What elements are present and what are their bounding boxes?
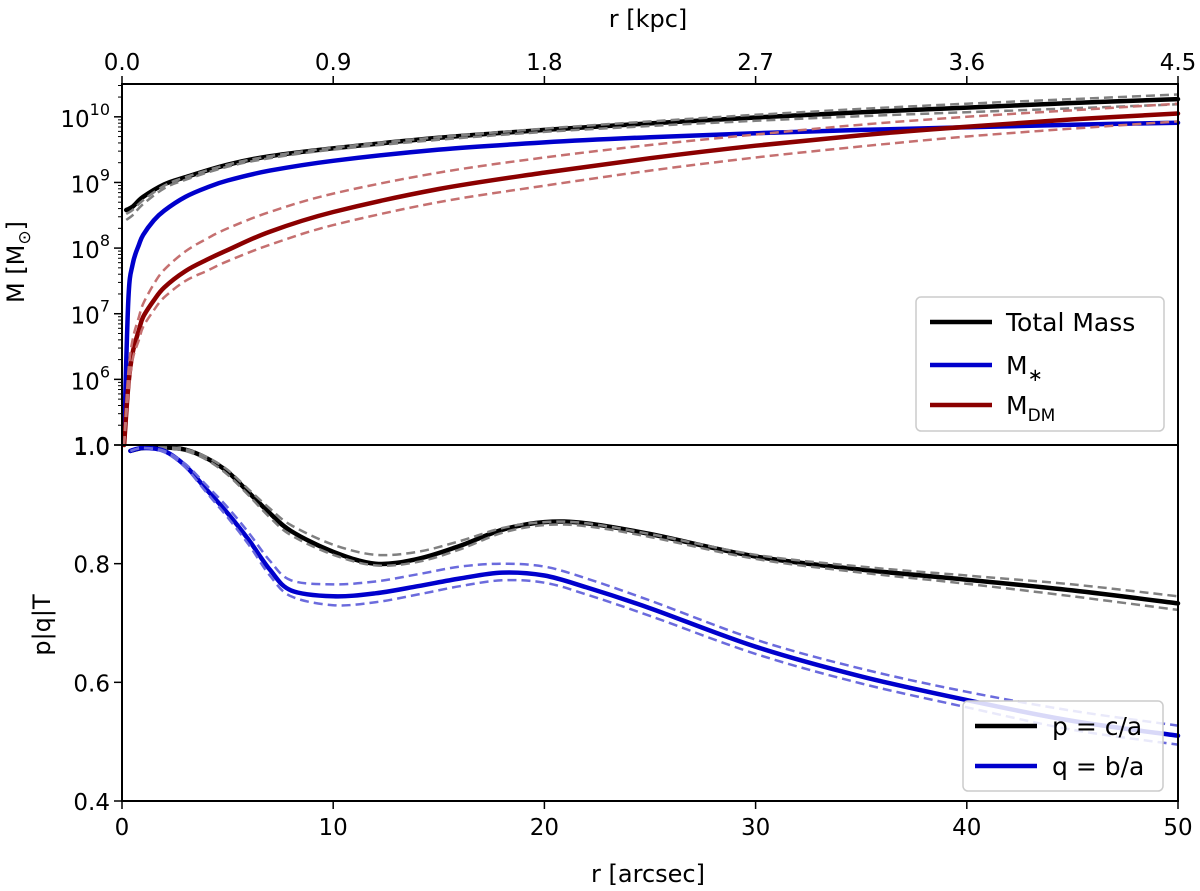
top-secondary-tick-label: 3.6 — [949, 50, 986, 76]
bottom-y-tick-label: 0.8 — [73, 553, 110, 579]
top-series-line — [121, 111, 1181, 448]
bottom-y-tick-label: 0.6 — [73, 671, 110, 697]
top-series-line — [122, 120, 1179, 446]
top-axis-label: r [kpc] — [609, 5, 688, 33]
legend-label-q: q = b/a — [1052, 752, 1144, 781]
bottom-y-tick-label: 1.0 — [73, 434, 110, 460]
bottom-panel-frame — [121, 444, 1179, 802]
legend-label-dm: MDM — [1006, 391, 1055, 426]
bottom-panel-ylabel: p|q|T — [28, 594, 56, 656]
bottom-series-line — [130, 446, 1179, 727]
mass-profile-panel: 0.0 0.9 1.8 2.7 3.6 4.5 1.0 106 107 108 109 1010 — [60, 50, 1196, 461]
axis-ratio-panel: 0.4 0.6 0.8 1.0 0 10 20 30 40 50 — [73, 434, 1192, 841]
bottom-x-tick-label: 10 — [319, 815, 348, 841]
top-series-line — [121, 120, 1181, 441]
shape-legend-box — [962, 700, 1164, 792]
top-panel-ylabel-end: ] — [2, 221, 30, 230]
bottom-series-line — [130, 446, 1179, 746]
top-y-tick-label: 109 — [71, 165, 110, 198]
top-secondary-tick-label: 2.7 — [737, 50, 774, 76]
top-secondary-tick-label: 1.8 — [526, 50, 563, 76]
bottom-series-line — [130, 446, 1179, 612]
top-y-tick-label: 108 — [71, 231, 110, 264]
bottom-x-tick-label: 30 — [741, 815, 770, 841]
bottom-series-line — [128, 445, 1181, 738]
bottom-x-tick-label: 40 — [952, 815, 981, 841]
legend-label-p: p = c/a — [1052, 712, 1142, 741]
top-y-tick-label: 107 — [71, 297, 110, 330]
top-secondary-tick-label: 4.5 — [1160, 50, 1197, 76]
top-panel-ylabel-sub: ⊙ — [15, 230, 35, 244]
bottom-axis-label: r [arcsec] — [591, 860, 705, 888]
top-panel-ylabel: M [M⊙] — [2, 221, 35, 303]
top-y-tick-label: 1.0 — [73, 435, 110, 461]
bottom-y-tick-label: 0.4 — [73, 790, 110, 816]
bottom-x-tick-label: 50 — [1163, 815, 1192, 841]
bottom-series-line — [130, 446, 1179, 598]
top-y-tick-label: 106 — [71, 362, 110, 395]
top-secondary-tick-label: 0.9 — [315, 50, 352, 76]
top-series-line — [125, 93, 1179, 216]
top-panel-ylabel-main: M [M — [2, 245, 30, 303]
legend-label-total: Total Mass — [1005, 308, 1135, 337]
mass-legend: Total Mass M∗ MDM — [915, 296, 1165, 432]
top-secondary-tick-label: 0.0 — [104, 50, 141, 76]
shape-legend: p = c/a q = b/a — [962, 700, 1164, 792]
mass-legend-box — [915, 296, 1165, 432]
top-series-line — [125, 103, 1179, 221]
top-y-tick-label: 1010 — [60, 100, 110, 133]
bottom-x-tick-label: 20 — [530, 815, 559, 841]
legend-label-stellar: M∗ — [1006, 351, 1043, 386]
bottom-x-tick-label: 0 — [115, 815, 130, 841]
